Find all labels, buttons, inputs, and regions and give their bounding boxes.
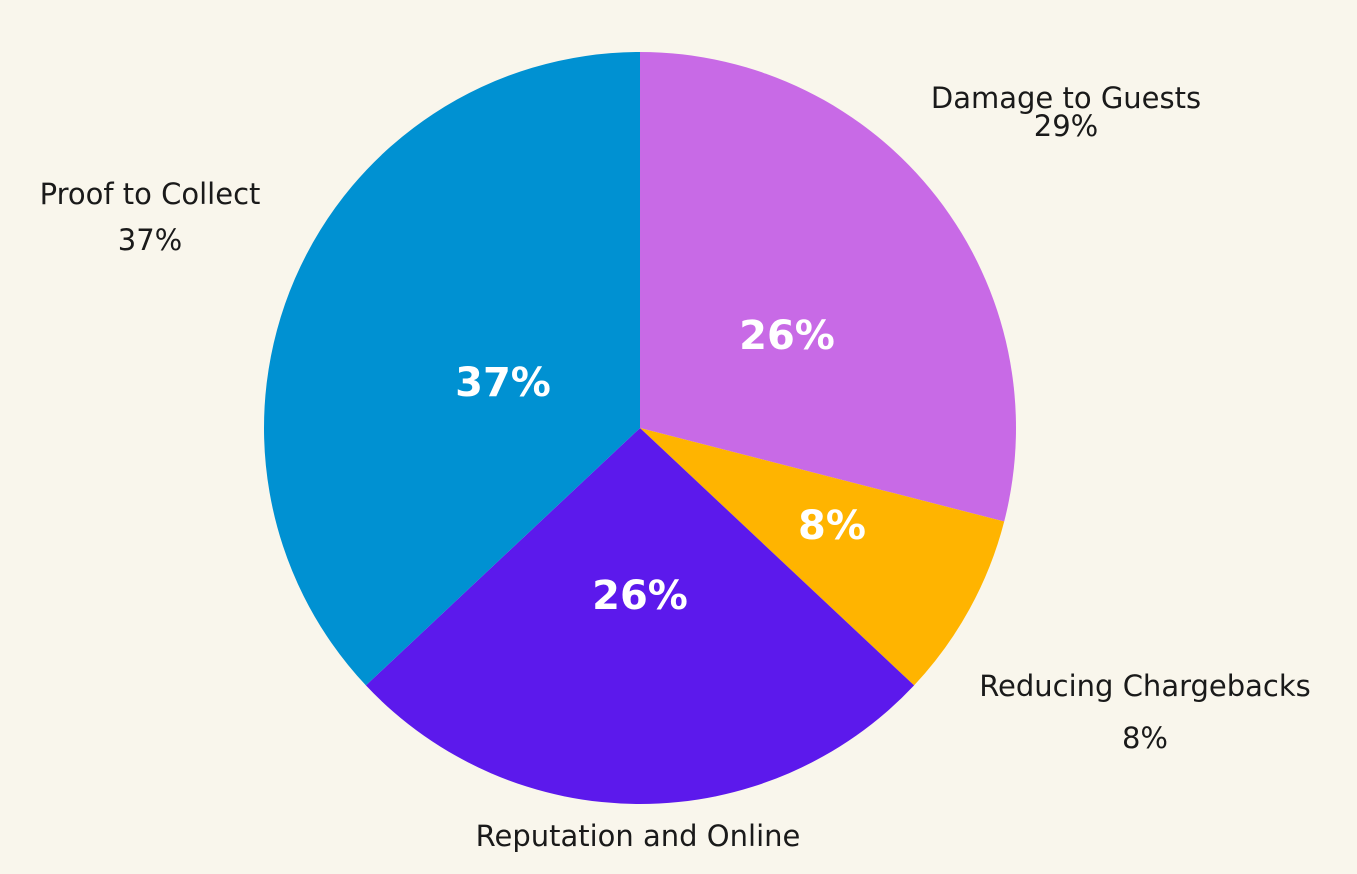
value-label: 29% — [1034, 109, 1098, 143]
inner-label: 26% — [592, 573, 688, 619]
inner-label: 26% — [739, 313, 835, 359]
pie-slice — [640, 52, 1016, 522]
value-label: 37% — [118, 223, 182, 257]
pie-slice — [264, 52, 640, 686]
category-label: Damage to Guests — [931, 81, 1201, 115]
inner-label: 37% — [455, 360, 551, 406]
pie-slice — [365, 428, 915, 804]
value-label: 8% — [1122, 721, 1168, 755]
category-label: Proof to Collect — [40, 177, 261, 211]
category-label: Reputation and Online — [476, 819, 801, 853]
inner-label: 8% — [798, 503, 866, 549]
category-label: Reducing Chargebacks — [979, 669, 1311, 703]
pie-slice — [640, 428, 1005, 686]
